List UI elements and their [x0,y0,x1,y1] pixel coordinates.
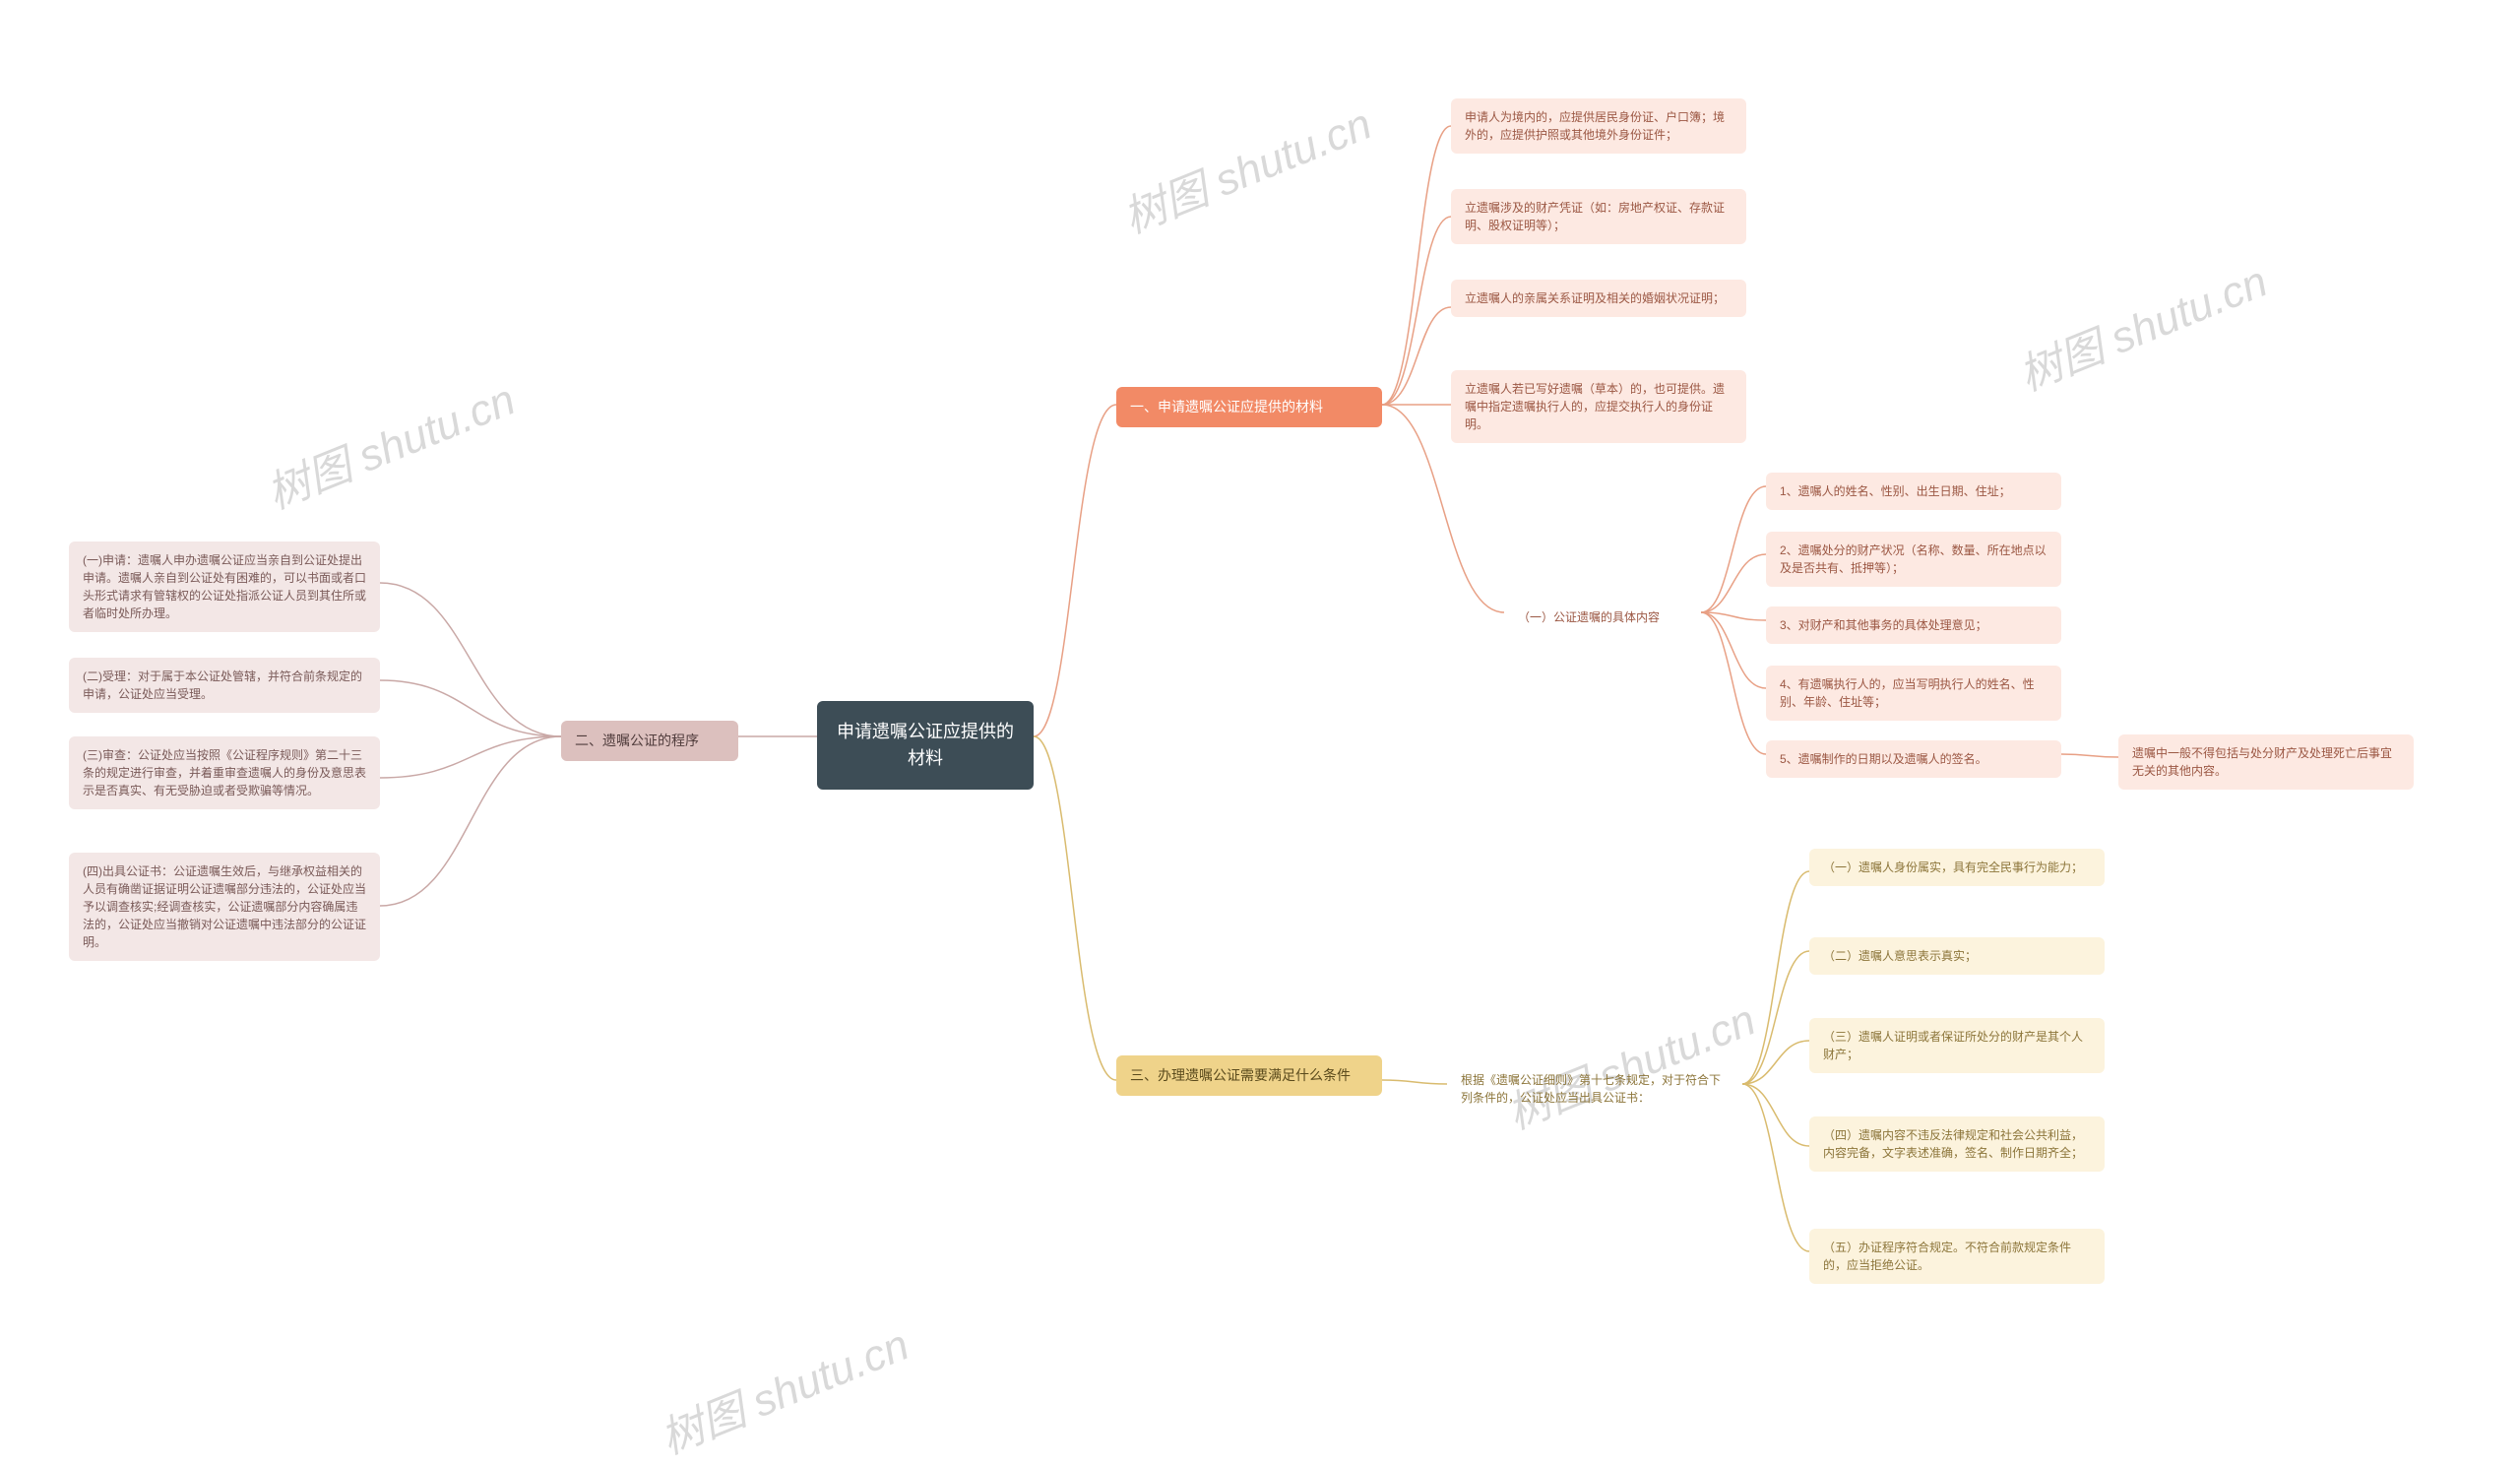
branch-1-sub-item[interactable]: 3、对财产和其他事务的具体处理意见； [1766,606,2061,644]
branch-1-sub-tail[interactable]: 遗嘱中一般不得包括与处分财产及处理死亡后事宜无关的其他内容。 [2118,734,2414,790]
branch-2-leaf[interactable]: (三)审查：公证处应当按照《公证程序规则》第二十三条的规定进行审查，并着重审查遗… [69,736,380,809]
branch-1-sub-item[interactable]: 4、有遗嘱执行人的，应当写明执行人的姓名、性别、年龄、住址等； [1766,666,2061,721]
branch-3[interactable]: 三、办理遗嘱公证需要满足什么条件 [1116,1055,1382,1096]
root-node[interactable]: 申请遗嘱公证应提供的材料 [817,701,1034,790]
branch-3-item[interactable]: （三）遗嘱人证明或者保证所处分的财产是其个人财产； [1809,1018,2105,1073]
branch-1-leaf[interactable]: 立遗嘱人若已写好遗嘱（草本）的，也可提供。遗嘱中指定遗嘱执行人的，应提交执行人的… [1451,370,1746,443]
branch-1-sub[interactable]: （一）公证遗嘱的具体内容 [1504,599,1701,636]
watermark: 树图 shutu.cn [256,364,523,521]
branch-1-sub-item[interactable]: 1、遗嘱人的姓名、性别、出生日期、住址； [1766,473,2061,510]
branch-1-leaf[interactable]: 立遗嘱涉及的财产凭证（如：房地产权证、存款证明、股权证明等）； [1451,189,1746,244]
connector-layer [0,0,2520,1458]
branch-3-item[interactable]: （四）遗嘱内容不违反法律规定和社会公共利益，内容完备，文字表述准确，签名、制作日… [1809,1116,2105,1172]
branch-1[interactable]: 一、申请遗嘱公证应提供的材料 [1116,387,1382,427]
branch-3-item[interactable]: （一）遗嘱人身份属实，具有完全民事行为能力； [1809,849,2105,886]
branch-1-sub-item[interactable]: 5、遗嘱制作的日期以及遗嘱人的签名。 [1766,740,2061,778]
branch-2-leaf[interactable]: (一)申请：遗嘱人申办遗嘱公证应当亲自到公证处提出申请。遗嘱人亲自到公证处有困难… [69,542,380,632]
branch-3-item[interactable]: （五）办证程序符合规定。不符合前款规定条件的，应当拒绝公证。 [1809,1229,2105,1284]
watermark: 树图 shutu.cn [2008,246,2275,403]
branch-1-sub-item[interactable]: 2、遗嘱处分的财产状况（名称、数量、所在地点以及是否共有、抵押等）； [1766,532,2061,587]
branch-2-leaf[interactable]: (四)出具公证书：公证遗嘱生效后，与继承权益相关的人员有确凿证据证明公证遗嘱部分… [69,853,380,961]
branch-1-leaf[interactable]: 立遗嘱人的亲属关系证明及相关的婚姻状况证明； [1451,280,1746,317]
branch-1-leaf[interactable]: 申请人为境内的，应提供居民身份证、户口簿；境外的，应提供护照或其他境外身份证件； [1451,98,1746,154]
watermark: 树图 shutu.cn [1112,89,1379,245]
branch-3-item[interactable]: （二）遗嘱人意思表示真实； [1809,937,2105,975]
branch-2-leaf[interactable]: (二)受理：对于属于本公证处管辖，并符合前条规定的申请，公证处应当受理。 [69,658,380,713]
branch-3-sub[interactable]: 根据《遗嘱公证细则》第十七条规定，对于符合下列条件的，公证处应当出具公证书： [1447,1061,1742,1116]
mindmap-canvas: 树图 shutu.cn 树图 shutu.cn 树图 shutu.cn 树图 s… [0,0,2520,1458]
branch-2[interactable]: 二、遗嘱公证的程序 [561,721,738,761]
watermark: 树图 shutu.cn [650,1309,916,1466]
